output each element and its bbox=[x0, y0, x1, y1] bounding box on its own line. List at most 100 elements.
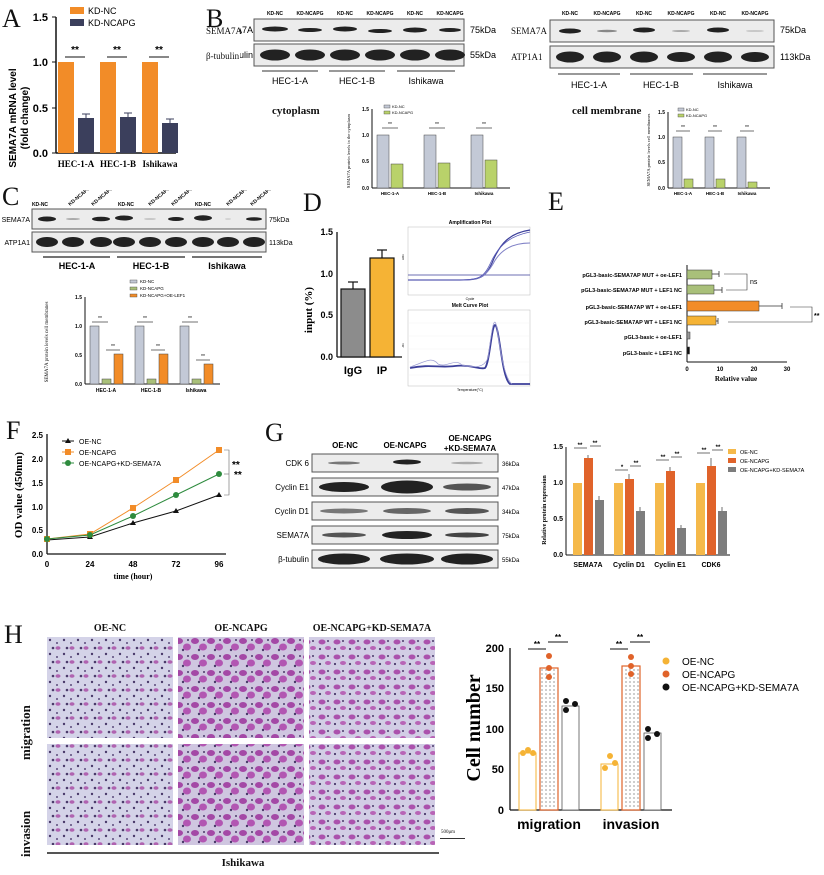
svg-text:**: ** bbox=[143, 316, 147, 322]
ytick: 1.0 bbox=[553, 480, 563, 487]
sig-mark: ** bbox=[232, 460, 240, 471]
image-migration-oe-ncapg bbox=[178, 637, 304, 738]
xtick: IgG bbox=[344, 365, 362, 377]
svg-text:**: ** bbox=[716, 445, 721, 451]
ytick: 1.5 bbox=[320, 227, 333, 237]
ytick: 1.5 bbox=[362, 107, 369, 113]
cytoplasm-title: cytoplasm bbox=[272, 105, 320, 117]
ytick: 1.0 bbox=[75, 324, 82, 330]
amp-ylabel: ΔRn bbox=[401, 254, 405, 260]
ytick: 0.0 bbox=[75, 382, 82, 388]
kda-label: 55kDa bbox=[470, 50, 496, 60]
group-label: HEC-1-A bbox=[59, 261, 96, 271]
sig-mark: ns bbox=[750, 279, 758, 286]
svg-text:**: ** bbox=[482, 122, 486, 128]
lane-label: KD-NC bbox=[32, 202, 48, 208]
ytick: 1.5 bbox=[658, 110, 665, 116]
cell-membrane-title: cell membrane bbox=[572, 105, 642, 117]
lane-label: KD-NC bbox=[407, 11, 423, 17]
group-label: HEC-1-B bbox=[339, 76, 375, 86]
ytick: 1.0 bbox=[32, 503, 44, 512]
chart-g: Relative protein expression 0.0 0.5 1.0 … bbox=[542, 441, 805, 569]
ytick: 50 bbox=[492, 764, 504, 776]
row-label-invasion-text: invasion bbox=[18, 810, 33, 857]
row-label: Cyclin E1 bbox=[275, 483, 309, 492]
svg-text:**: ** bbox=[681, 125, 685, 131]
legend-label: OE-NCAPG bbox=[682, 670, 736, 681]
blot-b-membrane: KD-NC KD-NCAPG KD-NC KD-NCAPG KD-NC KD-N… bbox=[549, 11, 810, 90]
lane-label: KD-NCAPG bbox=[668, 11, 695, 17]
svg-text:**: ** bbox=[593, 441, 598, 447]
lane-label: KD-NCAPG bbox=[297, 11, 324, 17]
row-label: β-tubulin bbox=[278, 555, 309, 564]
svg-text:**: ** bbox=[156, 344, 160, 350]
ytick-label: pGL3-basic + oe-LEF1 bbox=[624, 335, 682, 341]
svg-text:**: ** bbox=[534, 640, 541, 649]
chart-h: Cell number 0 50 100 150 200 ** ** ** ** mi… bbox=[463, 633, 799, 832]
xtick: Ishikawa bbox=[142, 159, 178, 169]
legend-label: KD-NCAPG bbox=[140, 286, 164, 291]
lane-label: KD-NCAPG bbox=[67, 190, 92, 208]
group-label: HEC-1-B bbox=[643, 80, 679, 90]
svg-text:**: ** bbox=[616, 640, 623, 649]
chart-d: input (%) 0.0 0.5 1.0 1.5 IgG IP bbox=[303, 227, 402, 377]
row-label-migration: migration bbox=[18, 620, 34, 760]
footer-label: Ishikawa bbox=[221, 857, 265, 869]
xlabel: Relative value bbox=[715, 375, 757, 383]
ytick-label: pGL3-basic + LEF1 NC bbox=[623, 351, 682, 357]
xtick: HEC-1-A bbox=[674, 191, 693, 195]
legend-label: KD-NC bbox=[392, 104, 405, 109]
lane-label: KD-NCAPG bbox=[594, 11, 621, 17]
xtick: HEC-1-B bbox=[141, 388, 162, 394]
group-label: HEC-1-B bbox=[133, 261, 170, 271]
xtick: HEC-1-A bbox=[96, 388, 117, 394]
chart-a-ylabel-1: SEMA7A mRNA level bbox=[8, 68, 19, 168]
row-label: SEMA7A bbox=[240, 25, 253, 35]
xtick: 72 bbox=[172, 560, 181, 569]
row-label: CDK 6 bbox=[285, 459, 309, 468]
ytick: 0.5 bbox=[32, 526, 44, 535]
xtick: 20 bbox=[751, 367, 758, 373]
row-label: SEMA7A bbox=[277, 531, 310, 540]
svg-text:**: ** bbox=[702, 448, 707, 454]
ytick-label: pGL3-basic-SEMA7AP MUT + oe-LEF1 bbox=[582, 273, 682, 279]
kda-label: 75kDa bbox=[269, 217, 289, 224]
ytick-label: pGL3-basic-SEMA7AP WT + LEF1 NC bbox=[584, 320, 682, 326]
legend-label: OE-NCAPG+KD-SEMA7A bbox=[682, 683, 799, 694]
ytick: 2.5 bbox=[32, 431, 44, 440]
chart-a: SEMA7A mRNA level (fold change) 0.0 0.5 … bbox=[8, 6, 178, 169]
lane-label: KD-NCAPG bbox=[742, 11, 769, 17]
lane-label: KD-NC bbox=[118, 202, 134, 208]
ylabel: OD value (450nm) bbox=[13, 452, 25, 539]
lane-label: KD-NCAPG bbox=[437, 11, 464, 17]
ytick: 0.5 bbox=[362, 159, 369, 165]
ylabel: SEMA7A protein levels cell membranes bbox=[45, 302, 50, 383]
legend-label: OE-NC bbox=[682, 657, 714, 668]
kda-label: 34kDa bbox=[502, 510, 520, 516]
image-invasion-oe-ncapg-kd bbox=[309, 744, 435, 845]
legend-label: OE-NCAPG bbox=[79, 450, 116, 457]
kda-label: 55kDa bbox=[502, 558, 520, 564]
lane-label: KD-NC bbox=[195, 202, 211, 208]
panel-label-g: G bbox=[265, 418, 284, 447]
chart-b-membrane: SEMA7A protein levels cell membranes 0.0… bbox=[646, 107, 770, 195]
row-label-sema7a: SEMA7A bbox=[206, 26, 243, 36]
legend-label: KD-NCAPG bbox=[392, 110, 413, 115]
ytick: 1.0 bbox=[320, 269, 333, 279]
panel-label-a: A bbox=[2, 4, 21, 33]
melt-plot-title: Melt Curve Plot bbox=[452, 303, 489, 309]
row-label-invasion: invasion bbox=[18, 737, 34, 857]
lane-label: KD-NC bbox=[562, 11, 578, 17]
lane-label: KD-NCAPG bbox=[367, 11, 394, 17]
panel-label-f: F bbox=[6, 416, 21, 445]
group-label: Ishikawa bbox=[208, 261, 247, 271]
kda-label: 113kDa bbox=[780, 52, 810, 62]
group-label: Ishikawa bbox=[717, 80, 752, 90]
ytick: 1.0 bbox=[362, 133, 369, 139]
xtick: 30 bbox=[784, 367, 791, 373]
ytick: 0.0 bbox=[320, 352, 333, 362]
sig-mark: ** bbox=[71, 45, 79, 56]
svg-text:**: ** bbox=[661, 455, 666, 461]
lane-label: KD-NC bbox=[337, 11, 353, 17]
lane-label: KD-NC bbox=[636, 11, 652, 17]
